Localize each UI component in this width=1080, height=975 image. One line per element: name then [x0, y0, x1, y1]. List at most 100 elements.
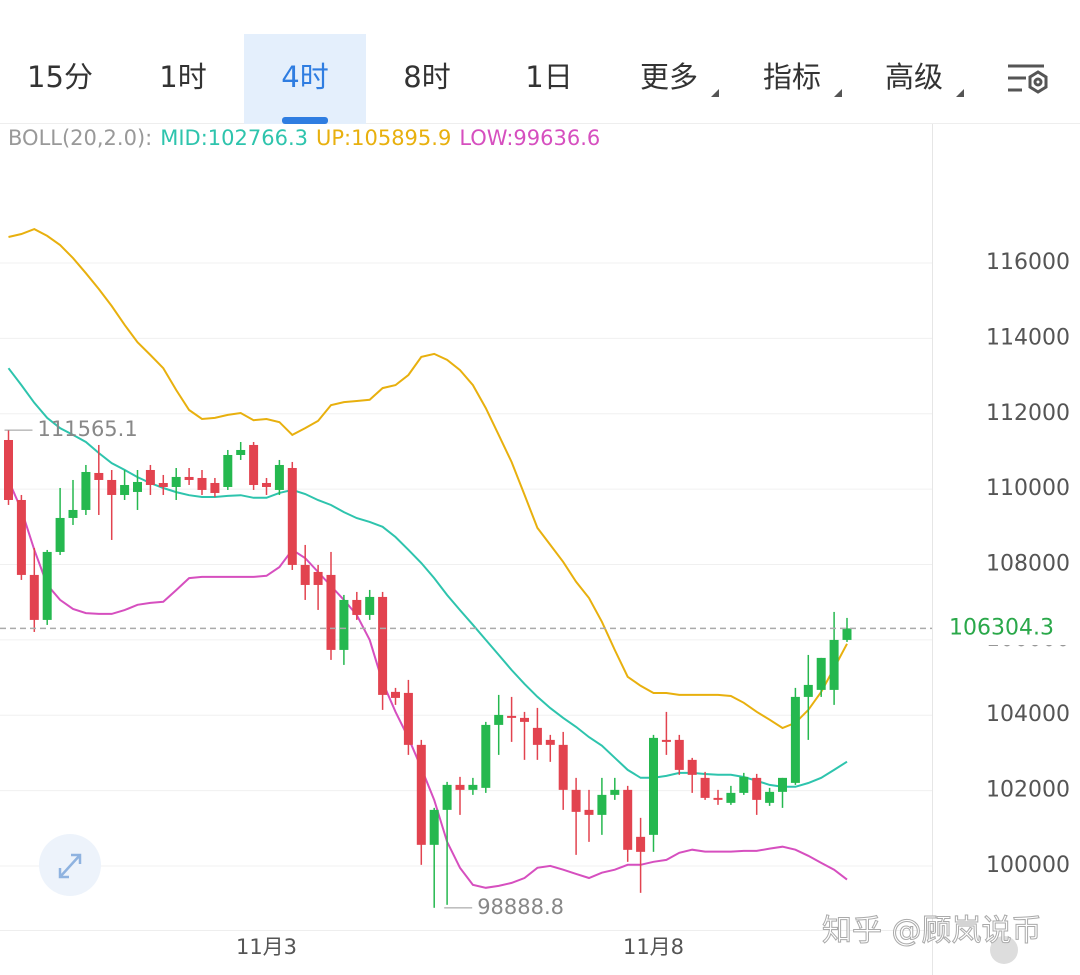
- candle-body: [661, 739, 671, 742]
- tab[interactable]: 1时: [159, 60, 206, 94]
- candle-body: [429, 809, 439, 845]
- candle-body: [790, 696, 800, 783]
- candle-body: [700, 777, 710, 798]
- dropdown-tab[interactable]: 更多: [640, 60, 698, 94]
- y-tick-label: 114000: [986, 325, 1070, 350]
- y-tick-label: 110000: [986, 476, 1070, 501]
- candle-body: [571, 789, 581, 812]
- candle-body: [752, 777, 762, 800]
- boll-line: [8, 228, 848, 730]
- timeframe-tabs: 15分 1时 4时 8时 1日 更多 指标 高级: [27, 34, 964, 124]
- candle-body: [597, 794, 607, 815]
- expand-arrows: [58, 853, 82, 879]
- corner-button[interactable]: [990, 936, 1018, 964]
- candle-body: [313, 571, 323, 585]
- candle-body: [339, 599, 349, 650]
- candles: [4, 430, 852, 908]
- candle-body: [55, 517, 65, 552]
- candle-body: [197, 477, 207, 490]
- legend-name: LOW:: [459, 126, 513, 150]
- tab[interactable]: 15分: [27, 60, 93, 94]
- indicator-legend: BOLL(20,2.0): MID:102766.3 UP:105895.9 LOW:…: [8, 126, 600, 150]
- indicator-name: BOLL(20,2.0):: [8, 126, 152, 150]
- candle-body: [842, 628, 852, 640]
- dropdown-tab[interactable]: 高级: [885, 60, 943, 94]
- last-price-box: [934, 611, 1074, 646]
- candle-body: [4, 439, 13, 500]
- candle-body: [352, 599, 362, 615]
- candle-body: [287, 467, 297, 565]
- candle-body: [584, 809, 594, 815]
- expand-button[interactable]: [39, 834, 101, 896]
- candle-body: [558, 744, 568, 790]
- candle-body: [94, 472, 104, 480]
- x-tick-label: 11月3: [236, 935, 297, 959]
- annotations: 111565.1 98888.8 106304.3: [0, 417, 1074, 919]
- legend-name: MID:: [160, 126, 208, 150]
- candle-body: [726, 792, 736, 803]
- candle-body: [42, 551, 52, 620]
- candle-body: [236, 449, 246, 455]
- candle-body: [803, 684, 813, 697]
- dropdown-tab[interactable]: 指标: [763, 60, 821, 94]
- candle-body: [778, 777, 787, 792]
- candle-body: [68, 509, 78, 518]
- candle-body: [455, 784, 465, 790]
- y-tick-label: 100000: [986, 853, 1070, 878]
- candle-body: [262, 482, 271, 487]
- dropdown-caret: [711, 89, 719, 97]
- y-tick-label: 116000: [986, 250, 1070, 275]
- tab[interactable]: 4时: [281, 60, 328, 94]
- active-tab-indicator: [282, 117, 328, 124]
- legend-name: UP:: [316, 126, 351, 150]
- grid: 1000001020001040001060001080001100001120…: [0, 250, 1070, 959]
- legend-value: 105895.9: [351, 126, 451, 150]
- y-tick-label: 102000: [986, 778, 1070, 803]
- candle-body: [520, 717, 529, 722]
- candle-body: [545, 739, 555, 745]
- candle-body: [29, 574, 39, 620]
- icon-hex: [1028, 70, 1048, 94]
- extreme-label: 98888.8: [477, 895, 564, 919]
- candle-body: [687, 759, 697, 775]
- candle-body: [674, 739, 684, 770]
- candle-body: [636, 836, 646, 852]
- candle-body: [107, 479, 117, 495]
- tab[interactable]: 8时: [403, 60, 450, 94]
- x-tick-label: 11月8: [623, 935, 684, 959]
- y-tick-label: 112000: [986, 401, 1070, 426]
- boll-line: [7, 479, 848, 889]
- last-price-label: 106304.3: [949, 615, 1054, 640]
- candle-body: [249, 444, 259, 485]
- candle-body: [378, 596, 388, 695]
- candle-body: [81, 471, 91, 510]
- candle-body: [223, 454, 233, 487]
- y-tick-label: 104000: [986, 702, 1070, 727]
- candle-body: [16, 499, 26, 575]
- tab[interactable]: 1日: [525, 60, 572, 94]
- watermark: 知乎 @顾岚说币: [822, 914, 1042, 949]
- y-tick-label: 108000: [986, 551, 1070, 576]
- candle-body: [532, 727, 542, 745]
- candle-body: [133, 481, 142, 492]
- candle-body: [507, 715, 517, 718]
- candle-body: [326, 574, 336, 650]
- candle-body: [649, 737, 658, 835]
- candle-body: [184, 476, 194, 480]
- active-tab-bg: [244, 34, 366, 124]
- candle-body: [623, 789, 633, 850]
- candle-body: [765, 791, 775, 803]
- dropdown-caret: [834, 89, 842, 97]
- settings-icon[interactable]: [1008, 64, 1048, 94]
- candle-body: [416, 744, 426, 845]
- candle-body: [481, 724, 491, 788]
- candle-body: [494, 714, 504, 725]
- candle-body: [468, 784, 478, 790]
- candle-body: [145, 469, 155, 485]
- candle-body: [365, 596, 375, 615]
- extreme-label: 111565.1: [38, 417, 138, 441]
- icon-dot: [1033, 77, 1043, 87]
